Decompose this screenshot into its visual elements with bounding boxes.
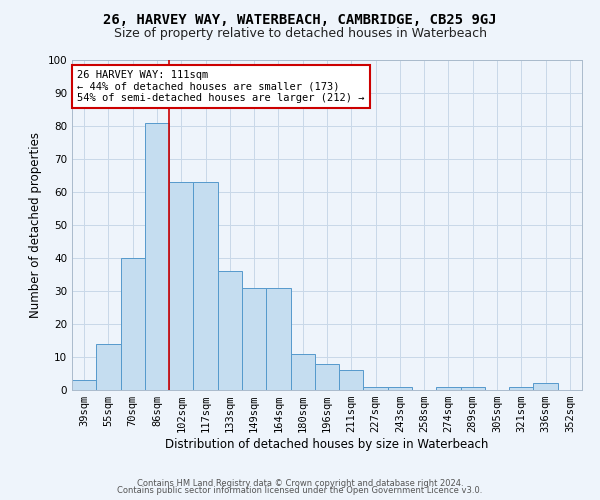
Bar <box>218 271 242 390</box>
Bar <box>533 384 558 390</box>
Text: Contains public sector information licensed under the Open Government Licence v3: Contains public sector information licen… <box>118 486 482 495</box>
Y-axis label: Number of detached properties: Number of detached properties <box>29 132 42 318</box>
Bar <box>266 288 290 390</box>
Bar <box>121 258 145 390</box>
Text: 26, HARVEY WAY, WATERBEACH, CAMBRIDGE, CB25 9GJ: 26, HARVEY WAY, WATERBEACH, CAMBRIDGE, C… <box>103 12 497 26</box>
Bar <box>290 354 315 390</box>
Bar <box>364 386 388 390</box>
X-axis label: Distribution of detached houses by size in Waterbeach: Distribution of detached houses by size … <box>166 438 488 451</box>
Bar <box>169 182 193 390</box>
Bar <box>145 122 169 390</box>
Bar <box>242 288 266 390</box>
Bar <box>193 182 218 390</box>
Bar <box>96 344 121 390</box>
Bar <box>339 370 364 390</box>
Text: 26 HARVEY WAY: 111sqm
← 44% of detached houses are smaller (173)
54% of semi-det: 26 HARVEY WAY: 111sqm ← 44% of detached … <box>77 70 365 103</box>
Bar <box>315 364 339 390</box>
Text: Contains HM Land Registry data © Crown copyright and database right 2024.: Contains HM Land Registry data © Crown c… <box>137 478 463 488</box>
Bar <box>461 386 485 390</box>
Bar <box>509 386 533 390</box>
Text: Size of property relative to detached houses in Waterbeach: Size of property relative to detached ho… <box>113 28 487 40</box>
Bar <box>72 380 96 390</box>
Bar <box>388 386 412 390</box>
Bar <box>436 386 461 390</box>
